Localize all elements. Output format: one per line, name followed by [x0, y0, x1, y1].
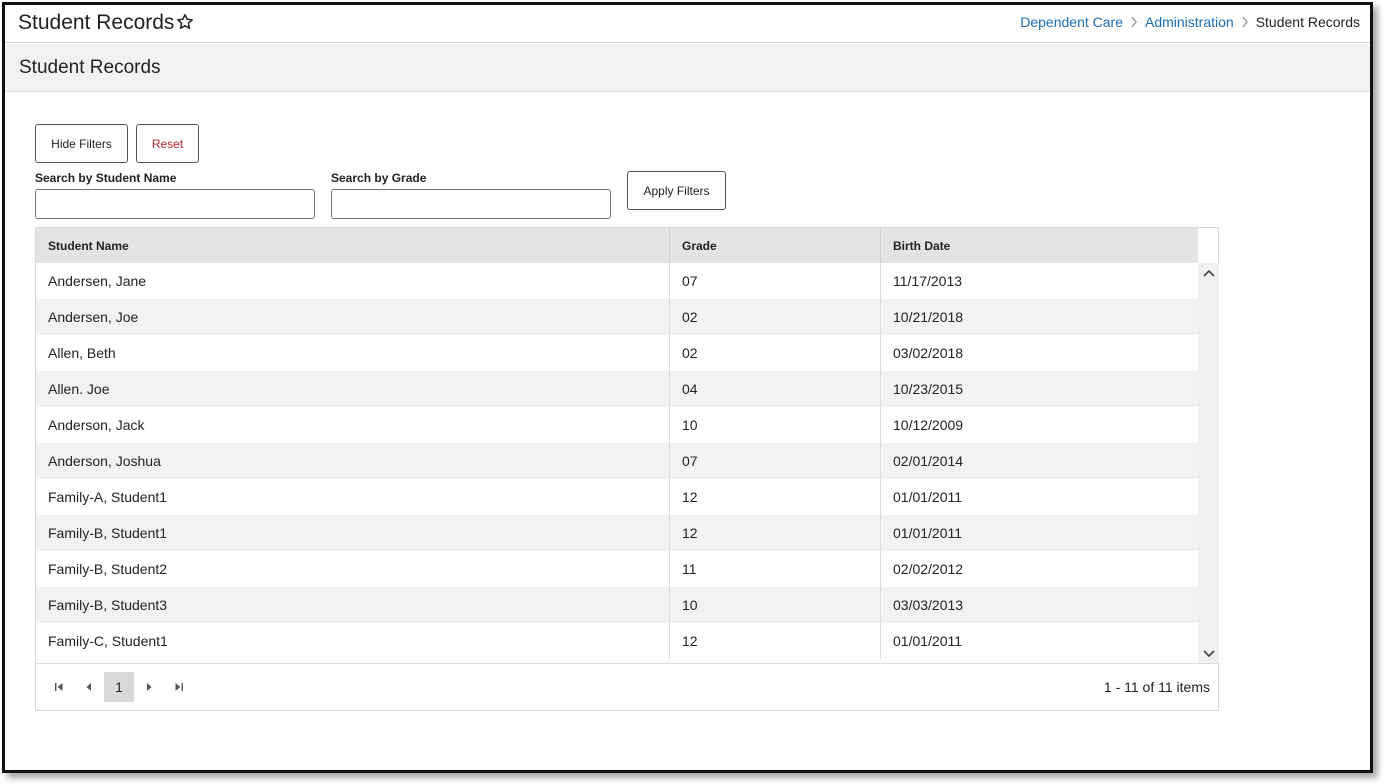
table-row[interactable]: Family-A, Student1 12 01/01/2011 [36, 479, 1198, 515]
cell-student-name: Andersen, Jane [36, 263, 670, 299]
cell-birth-date: 11/17/2013 [893, 273, 963, 289]
pager-info: 1 - 11 of 11 items [1103, 679, 1210, 695]
hide-filters-button[interactable]: Hide Filters [35, 124, 128, 163]
cell-student-name: Family-B, Student3 [36, 587, 670, 623]
apply-filters-button[interactable]: Apply Filters [627, 171, 726, 210]
cell-birth-date: 10/12/2009 [893, 417, 964, 433]
vertical-scrollbar[interactable] [1198, 263, 1219, 663]
scroll-up-icon[interactable] [1201, 265, 1216, 280]
cell-student-name: Anderson, Joshua [36, 443, 670, 479]
cell-student-name: Allen. Joe [36, 371, 670, 407]
cell-student-name: Family-C, Student1 [36, 623, 670, 659]
breadcrumb-administration[interactable]: Administration [1145, 14, 1234, 30]
prev-page-icon[interactable] [75, 673, 103, 701]
cell-student-name: Anderson, Jack [36, 407, 670, 443]
table-row[interactable]: Family-B, Student3 10 03/03/2013 [36, 587, 1198, 623]
cell-grade: 07 [670, 263, 881, 299]
column-header-student-name[interactable]: Student Name [36, 228, 670, 263]
cell-birth-date: 10/21/2018 [893, 309, 964, 325]
page-title: Student Records [19, 57, 161, 78]
app-window: Student Records Dependent Care Administr… [2, 2, 1373, 773]
cell-birth-date: 01/01/2011 [893, 489, 963, 505]
cell-grade: 12 [670, 623, 881, 659]
cell-grade: 10 [670, 587, 881, 623]
top-bar: Student Records Dependent Care Administr… [5, 5, 1370, 43]
student-name-input[interactable] [35, 189, 315, 219]
chevron-right-icon [1123, 16, 1145, 28]
cell-student-name: Family-A, Student1 [36, 479, 670, 515]
cell-student-name: Andersen, Joe [36, 299, 670, 335]
cell-birth-date: 02/01/2014 [893, 453, 964, 469]
next-page-icon[interactable] [135, 673, 163, 701]
cell-grade: 12 [670, 515, 881, 551]
breadcrumb-dependent-care[interactable]: Dependent Care [1020, 14, 1123, 30]
cell-grade: 11 [670, 551, 881, 587]
cell-grade: 12 [670, 479, 881, 515]
breadcrumb-current: Student Records [1255, 14, 1360, 30]
column-header-grade[interactable]: Grade [670, 228, 881, 263]
table-row[interactable]: Anderson, Jack 10 10/12/2009 [36, 407, 1198, 443]
app-title: Student Records [18, 11, 175, 34]
pager: 1 1 - 11 of 11 items [36, 663, 1218, 710]
cell-student-name: Family-B, Student1 [36, 515, 670, 551]
cell-student-name: Allen, Beth [36, 335, 670, 371]
cell-birth-date: 10/23/2015 [893, 381, 964, 397]
table-row[interactable]: Anderson, Joshua 07 02/01/2014 [36, 443, 1198, 479]
cell-grade: 10 [670, 407, 881, 443]
grade-label: Search by Grade [331, 171, 427, 185]
reset-button[interactable]: Reset [136, 124, 199, 163]
table-row[interactable]: Andersen, Joe 02 10/21/2018 [36, 299, 1198, 335]
student-name-label: Search by Student Name [35, 171, 177, 185]
cell-grade: 02 [670, 299, 881, 335]
first-page-icon[interactable] [45, 673, 73, 701]
grid-header: Student Name Grade Birth Date [36, 228, 1198, 263]
page-header: Student Records [5, 44, 1370, 92]
cell-grade: 07 [670, 443, 881, 479]
cell-grade: 04 [670, 371, 881, 407]
cell-grade: 02 [670, 335, 881, 371]
column-header-birth-date[interactable]: Birth Date [893, 238, 951, 253]
last-page-icon[interactable] [165, 673, 193, 701]
cell-birth-date: 01/01/2011 [893, 525, 963, 541]
scroll-down-icon[interactable] [1201, 646, 1216, 661]
table-row[interactable]: Family-B, Student1 12 01/01/2011 [36, 515, 1198, 551]
grid-body: Andersen, Jane 07 11/17/2013 Andersen, J… [36, 263, 1198, 659]
cell-birth-date: 03/03/2013 [893, 597, 964, 613]
table-row[interactable]: Family-B, Student2 11 02/02/2012 [36, 551, 1198, 587]
cell-birth-date: 03/02/2018 [893, 345, 964, 361]
star-icon[interactable] [175, 12, 195, 32]
table-row[interactable]: Allen. Joe 04 10/23/2015 [36, 371, 1198, 407]
table-row[interactable]: Family-C, Student1 12 01/01/2011 [36, 623, 1198, 659]
table-row[interactable]: Allen, Beth 02 03/02/2018 [36, 335, 1198, 371]
cell-student-name: Family-B, Student2 [36, 551, 670, 587]
page-number-button[interactable]: 1 [104, 672, 134, 702]
cell-birth-date: 01/01/2011 [893, 633, 963, 649]
student-grid: Student Name Grade Birth Date Andersen, … [35, 227, 1219, 711]
breadcrumb: Dependent Care Administration Student Re… [1020, 14, 1360, 30]
grade-input[interactable] [331, 189, 611, 219]
cell-birth-date: 02/02/2012 [893, 561, 964, 577]
chevron-right-icon [1234, 16, 1256, 28]
table-row[interactable]: Andersen, Jane 07 11/17/2013 [36, 263, 1198, 299]
